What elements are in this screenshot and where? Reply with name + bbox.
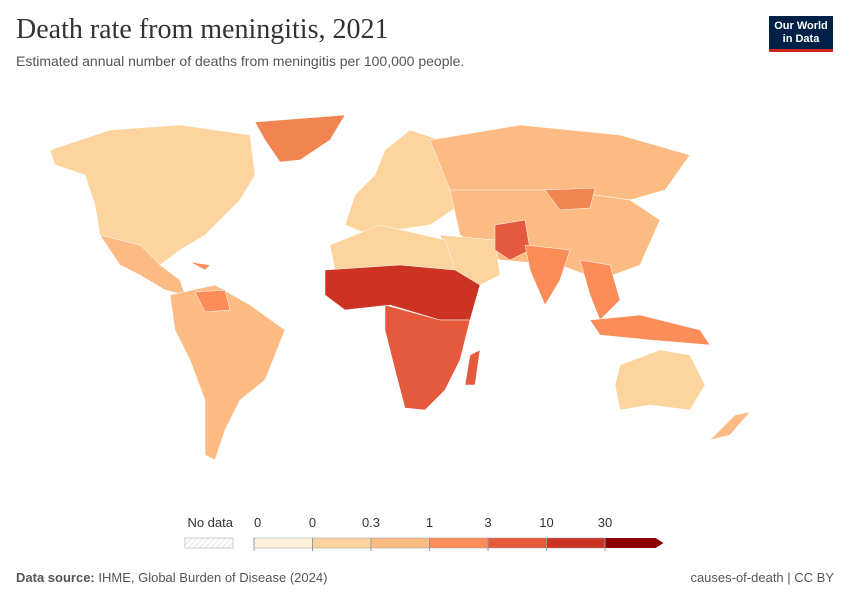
central-southern-africa bbox=[384, 304, 471, 411]
legend-swatch bbox=[487, 537, 547, 549]
license: causes-of-death | CC BY bbox=[690, 570, 834, 585]
title: Death rate from meningitis, 2021 bbox=[16, 14, 389, 45]
legend-tick-label: 30 bbox=[598, 515, 612, 530]
legend-swatch bbox=[605, 538, 664, 548]
source: Data source: IHME, Global Burden of Dise… bbox=[16, 570, 327, 585]
legend-tick-label: 0 bbox=[254, 515, 261, 530]
legend-tick-label: 0 bbox=[309, 515, 316, 530]
southeast-asia bbox=[579, 259, 621, 321]
caribbean bbox=[189, 261, 211, 271]
venezuela bbox=[194, 289, 231, 313]
indonesia bbox=[589, 314, 711, 346]
legend-tick-label: 3 bbox=[484, 515, 491, 530]
legend-swatch bbox=[253, 537, 313, 549]
north-america bbox=[49, 124, 256, 266]
logo-line: Our World bbox=[774, 20, 828, 32]
legend-tick-label: 0.3 bbox=[362, 515, 380, 530]
logo-line: in Data bbox=[782, 33, 820, 45]
south-asia bbox=[524, 244, 571, 306]
logo[interactable]: Our World in Data bbox=[769, 16, 833, 52]
no-data-label: No data bbox=[187, 515, 233, 530]
legend-swatch bbox=[546, 537, 606, 549]
no-data-swatch bbox=[184, 537, 234, 549]
subtitle: Estimated annual number of deaths from m… bbox=[16, 53, 465, 69]
russia bbox=[429, 124, 691, 201]
legend-swatch bbox=[370, 537, 430, 549]
greenland bbox=[254, 114, 346, 163]
mongolia bbox=[544, 187, 596, 211]
legend: 0 0 0.3 1 3 10 30 bbox=[253, 515, 664, 551]
legend-tick-label: 10 bbox=[539, 515, 553, 530]
north-africa bbox=[329, 224, 456, 271]
legend-tick-label: 1 bbox=[426, 515, 433, 530]
legend-swatch bbox=[312, 537, 372, 549]
land bbox=[49, 114, 751, 461]
source-label: Data source: bbox=[16, 570, 95, 585]
madagascar bbox=[464, 349, 481, 386]
south-america bbox=[169, 284, 286, 461]
legend-swatch bbox=[429, 537, 489, 549]
new-zealand bbox=[709, 411, 751, 441]
australia bbox=[614, 349, 706, 411]
pakistan-afghanistan bbox=[494, 219, 531, 261]
source-text: IHME, Global Burden of Disease (2024) bbox=[98, 570, 328, 585]
